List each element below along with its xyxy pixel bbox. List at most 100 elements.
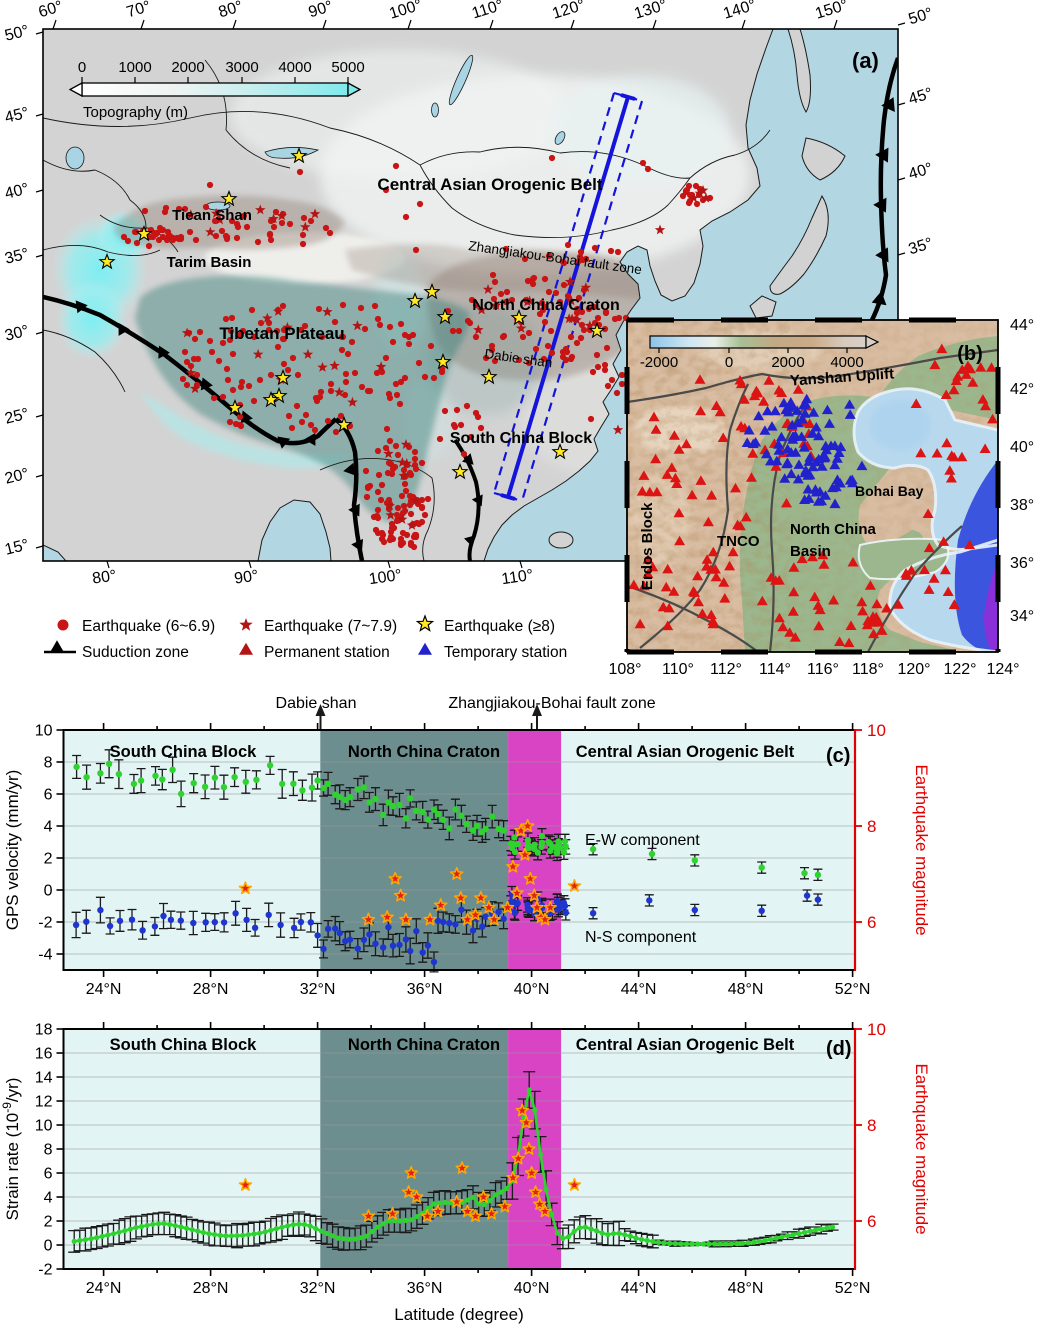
svg-text:-2000: -2000 (640, 354, 678, 371)
svg-text:70°: 70° (125, 0, 153, 21)
svg-text:8: 8 (44, 1142, 53, 1159)
svg-text:40°: 40° (1010, 439, 1034, 456)
svg-text:42°: 42° (1010, 381, 1034, 398)
svg-text:112°: 112° (710, 661, 742, 678)
svg-text:24°N: 24°N (86, 1280, 122, 1297)
svg-text:8: 8 (867, 817, 876, 836)
svg-text:Temporary station: Temporary station (444, 644, 567, 661)
svg-text:-2: -2 (38, 1262, 52, 1279)
svg-text:Strain rate (10-9/yr): Strain rate (10-9/yr) (0, 1078, 22, 1221)
svg-text:28°N: 28°N (193, 981, 229, 998)
svg-text:4: 4 (44, 819, 53, 836)
svg-text:50°: 50° (3, 22, 31, 44)
svg-text:North China Craton: North China Craton (472, 297, 620, 314)
svg-text:28°N: 28°N (193, 1280, 229, 1297)
svg-text:Tarim Basin: Tarim Basin (167, 254, 252, 271)
svg-text:(c): (c) (826, 745, 850, 767)
svg-text:Bohai Bay: Bohai Bay (855, 483, 924, 499)
svg-text:36°N: 36°N (407, 981, 443, 998)
svg-text:110°: 110° (662, 661, 694, 678)
svg-text:44°: 44° (1010, 317, 1034, 334)
svg-text:80°: 80° (91, 567, 117, 587)
svg-text:122°: 122° (943, 661, 976, 678)
svg-text:20°: 20° (3, 465, 31, 487)
svg-text:32°N: 32°N (300, 1280, 336, 1297)
svg-text:E-W component: E-W component (585, 832, 700, 849)
svg-text:TNCO: TNCO (717, 533, 760, 550)
svg-text:Central Asian Orogenic Belt: Central Asian Orogenic Belt (576, 743, 795, 761)
svg-text:90°: 90° (307, 0, 335, 21)
svg-text:3000: 3000 (225, 59, 258, 76)
svg-text:4: 4 (44, 1190, 53, 1207)
svg-text:35°: 35° (3, 245, 31, 267)
svg-text:2: 2 (44, 1214, 53, 1231)
svg-text:Earthquake magnitude: Earthquake magnitude (912, 764, 931, 935)
svg-text:108°: 108° (608, 661, 641, 678)
svg-text:10: 10 (35, 723, 53, 740)
svg-text:4000: 4000 (278, 59, 311, 76)
svg-text:30°: 30° (3, 322, 31, 344)
svg-text:110°: 110° (500, 567, 534, 588)
svg-text:2000: 2000 (771, 354, 804, 371)
svg-text:Suduction zone: Suduction zone (82, 644, 189, 661)
svg-text:14: 14 (35, 1070, 53, 1087)
svg-text:40°: 40° (907, 160, 935, 183)
svg-text:Permanent station: Permanent station (264, 644, 390, 661)
svg-text:6: 6 (44, 787, 53, 804)
svg-text:6: 6 (867, 1212, 876, 1231)
svg-text:Dabie shan: Dabie shan (276, 695, 357, 712)
svg-text:North China Craton: North China Craton (348, 743, 500, 761)
svg-text:44°N: 44°N (621, 981, 657, 998)
svg-text:25°: 25° (3, 405, 31, 427)
svg-text:124°: 124° (986, 661, 1019, 678)
svg-text:116°: 116° (807, 661, 839, 678)
svg-text:0: 0 (725, 354, 733, 371)
svg-text:80°: 80° (217, 0, 245, 21)
svg-text:-4: -4 (38, 947, 52, 964)
svg-text:(b): (b) (957, 343, 983, 365)
svg-text:Earthquake (7~7.9): Earthquake (7~7.9) (264, 618, 397, 635)
svg-text:90°: 90° (233, 567, 259, 587)
svg-text:45°: 45° (3, 104, 31, 126)
svg-text:0: 0 (44, 883, 53, 900)
svg-text:Earthquake magnitude: Earthquake magnitude (912, 1063, 931, 1234)
svg-text:48°N: 48°N (728, 981, 764, 998)
svg-text:Topography (m): Topography (m) (83, 104, 188, 121)
svg-text:(d): (d) (826, 1038, 852, 1060)
svg-text:0: 0 (44, 1238, 53, 1255)
svg-text:Central Asian Orogenic Belt: Central Asian Orogenic Belt (377, 175, 602, 194)
svg-text:12: 12 (35, 1094, 53, 1111)
svg-text:2: 2 (44, 851, 53, 868)
svg-text:120°: 120° (897, 661, 930, 678)
svg-text:52°N: 52°N (835, 1280, 871, 1297)
svg-text:34°: 34° (1010, 608, 1034, 625)
svg-text:40°N: 40°N (514, 981, 550, 998)
svg-text:8: 8 (867, 1116, 876, 1135)
svg-text:-2: -2 (38, 915, 52, 932)
svg-text:Zhangjiakou-Bohai fault zone: Zhangjiakou-Bohai fault zone (448, 695, 655, 712)
svg-text:100°: 100° (368, 567, 403, 588)
svg-text:16: 16 (35, 1046, 53, 1063)
svg-text:40°: 40° (3, 180, 31, 202)
svg-text:6: 6 (44, 1166, 53, 1183)
svg-text:N-S component: N-S component (585, 929, 697, 946)
svg-text:2000: 2000 (171, 59, 204, 76)
svg-text:Earthquake (≥8): Earthquake (≥8) (444, 618, 555, 635)
svg-text:Central Asian Orogenic Belt: Central Asian Orogenic Belt (576, 1036, 795, 1054)
svg-text:0: 0 (78, 59, 86, 76)
svg-text:45°: 45° (907, 85, 935, 108)
svg-text:1000: 1000 (118, 59, 151, 76)
svg-text:118°: 118° (852, 661, 884, 678)
svg-text:South China Block: South China Block (110, 743, 257, 761)
svg-text:(a): (a) (852, 48, 879, 73)
svg-text:35°: 35° (907, 235, 935, 258)
svg-text:10: 10 (867, 1020, 886, 1039)
svg-text:6: 6 (867, 913, 876, 932)
svg-text:8: 8 (44, 755, 53, 772)
svg-text:South China Block: South China Block (110, 1036, 257, 1054)
svg-text:Basin: Basin (790, 543, 831, 560)
svg-text:15°: 15° (3, 536, 31, 558)
svg-text:36°: 36° (1010, 555, 1034, 572)
svg-text:Tiean Shan: Tiean Shan (172, 207, 252, 224)
svg-text:North China: North China (790, 521, 876, 538)
